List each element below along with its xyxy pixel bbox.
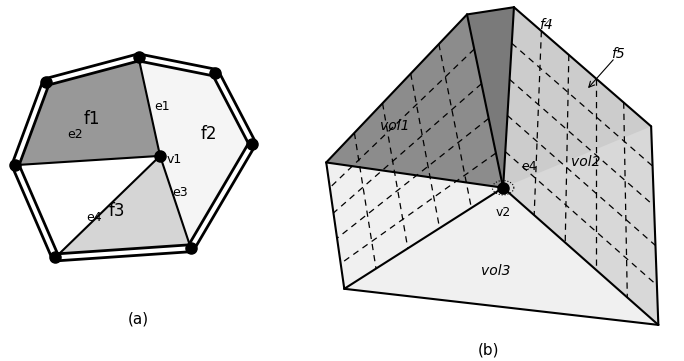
Text: v1: v1: [166, 153, 181, 166]
Text: vol2: vol2: [571, 156, 601, 169]
Polygon shape: [15, 57, 160, 165]
Text: e2: e2: [68, 128, 83, 141]
Text: (b): (b): [478, 343, 499, 358]
Text: e4: e4: [86, 211, 102, 224]
Text: v2: v2: [495, 206, 511, 219]
Text: (a): (a): [128, 312, 149, 326]
Polygon shape: [326, 162, 658, 325]
Polygon shape: [326, 14, 503, 289]
Text: f3: f3: [109, 202, 125, 220]
Text: vol3: vol3: [481, 264, 511, 278]
Polygon shape: [503, 7, 651, 188]
Text: f2: f2: [201, 125, 218, 143]
Text: f1: f1: [84, 110, 101, 128]
Text: e1: e1: [154, 100, 170, 113]
Text: f5: f5: [611, 47, 625, 61]
Polygon shape: [503, 7, 658, 325]
Polygon shape: [55, 156, 191, 257]
Text: e4: e4: [521, 160, 537, 173]
Polygon shape: [467, 7, 514, 188]
Text: e3: e3: [172, 186, 188, 199]
Text: f4: f4: [539, 18, 553, 32]
Polygon shape: [138, 57, 252, 248]
Text: vol1: vol1: [380, 119, 410, 133]
